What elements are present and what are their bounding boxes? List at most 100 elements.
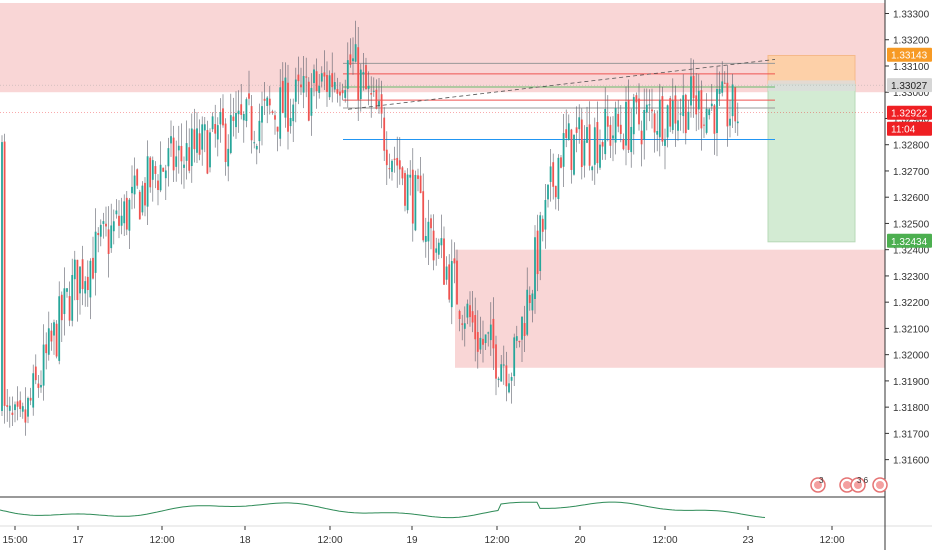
candle-body xyxy=(120,215,123,226)
candle-body xyxy=(435,248,438,253)
candle-body xyxy=(40,384,42,388)
candle-body xyxy=(578,117,581,130)
candle-body xyxy=(458,311,461,320)
candle-body xyxy=(274,115,276,120)
candle-body xyxy=(326,74,328,92)
candle-body xyxy=(201,124,204,150)
event-icons[interactable]: 3 3 6 xyxy=(810,476,888,493)
candle-body xyxy=(55,323,58,357)
candle-body xyxy=(703,124,705,126)
candle-body xyxy=(24,409,27,423)
candle-body xyxy=(479,337,482,350)
candle-body xyxy=(58,296,61,361)
candle-body xyxy=(716,88,718,134)
candle-body xyxy=(159,164,162,191)
candle-body xyxy=(648,104,651,106)
trendline-layer[interactable] xyxy=(347,59,776,110)
candle-body xyxy=(175,156,178,167)
candle-body xyxy=(357,47,360,100)
candle-body xyxy=(157,180,159,191)
dashed-trendline[interactable] xyxy=(347,59,776,110)
time-tick-label: 12:00 xyxy=(652,535,677,546)
candle-body xyxy=(68,296,71,321)
candle-body xyxy=(544,199,547,230)
candle-body xyxy=(604,108,607,155)
candle-body xyxy=(593,127,596,165)
candle-body xyxy=(73,259,76,280)
candle-body xyxy=(614,108,617,143)
candle-body xyxy=(196,128,198,153)
candle-body xyxy=(115,210,118,215)
candle-body xyxy=(21,406,24,412)
candle-body xyxy=(253,142,256,144)
time-axis[interactable]: 15:00 17 12:00 18 12:00 19 12:00 20 12:00 23 12:00 xyxy=(2,526,845,546)
price-label-countdown xyxy=(887,121,932,136)
candle-body xyxy=(638,98,640,125)
candle-body xyxy=(367,85,370,89)
price-tick-label: 1.32300 xyxy=(893,272,930,283)
candle-body xyxy=(190,128,193,167)
candle-body xyxy=(292,104,295,122)
candle-body xyxy=(344,90,347,98)
candle-body xyxy=(411,169,414,224)
candle-body xyxy=(354,44,357,62)
candle-body xyxy=(378,101,380,107)
candle-body xyxy=(500,364,503,382)
candle-body xyxy=(276,126,279,132)
candle-body xyxy=(692,75,695,99)
candle-body xyxy=(141,185,144,213)
horizontal-lines-layer[interactable] xyxy=(343,62,775,140)
price-tick-label: 1.31700 xyxy=(893,429,930,440)
candle-body xyxy=(627,100,630,150)
candle-body xyxy=(554,185,557,198)
candle-body xyxy=(570,129,573,170)
price-tick-label: 1.32800 xyxy=(893,141,930,152)
candle-body xyxy=(183,164,185,168)
candle-body xyxy=(651,109,653,112)
price-tick-label: 1.32600 xyxy=(893,193,930,204)
candle-body xyxy=(422,191,425,241)
candle-body xyxy=(34,366,37,381)
candle-body xyxy=(674,95,677,124)
candle-body xyxy=(432,230,435,261)
candle-body xyxy=(453,258,456,264)
candle-body xyxy=(302,76,305,93)
candle-body xyxy=(305,76,308,78)
candle-body xyxy=(708,109,711,116)
candle-body xyxy=(6,405,9,407)
candle-body xyxy=(635,95,638,103)
candle-body xyxy=(552,162,555,187)
candle-body xyxy=(359,69,362,100)
time-tick-label: 20 xyxy=(574,535,586,546)
candle-body xyxy=(1,142,3,412)
candle-body xyxy=(42,344,45,386)
candle-body xyxy=(16,401,19,407)
candle-body xyxy=(401,167,404,179)
candle-body xyxy=(705,108,708,133)
candle-body xyxy=(216,125,219,140)
candle-body xyxy=(144,182,146,206)
candle-body xyxy=(723,82,726,84)
candle-body xyxy=(484,334,487,344)
candle-body xyxy=(536,230,539,275)
time-tick-label: 18 xyxy=(239,535,251,546)
candle-body xyxy=(718,88,721,94)
candle-body xyxy=(443,238,445,285)
candle-body xyxy=(3,141,6,406)
candle-body xyxy=(170,136,172,144)
candle-body xyxy=(736,121,739,124)
candle-body xyxy=(482,338,484,345)
candle-body xyxy=(445,266,448,280)
candle-body xyxy=(209,132,211,168)
candle-body xyxy=(583,140,586,166)
candle-body xyxy=(489,324,492,341)
price-tick-label: 1.32900 xyxy=(893,114,930,125)
candle-body xyxy=(151,160,154,180)
candle-body xyxy=(307,81,310,121)
price-label-text: 11:04 xyxy=(891,125,916,136)
candle-body xyxy=(640,130,643,145)
candle-body xyxy=(310,87,313,116)
candle-body xyxy=(622,139,625,150)
candle-body xyxy=(318,85,321,93)
